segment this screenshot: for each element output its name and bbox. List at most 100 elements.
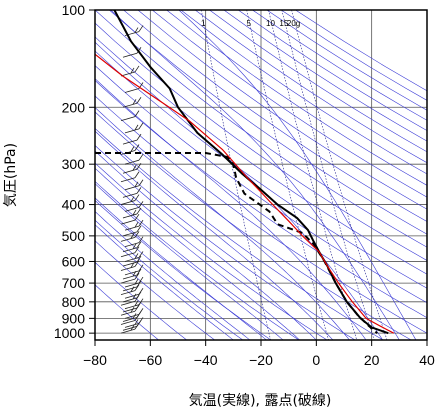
- wind-barb-feather: [132, 313, 137, 319]
- wind-barb-feather: [134, 194, 140, 201]
- wind-barb-feather: [136, 97, 142, 104]
- mixing-ratio-label: 1: [201, 19, 206, 28]
- wind-barb-staff: [124, 304, 140, 310]
- dry-adiabat-line: [95, 10, 427, 248]
- moist-adiabat-line: [95, 107, 350, 340]
- wind-barb-feather: [130, 146, 135, 152]
- wind-barb-feather: [132, 270, 137, 277]
- wind-barb-staff: [120, 320, 136, 325]
- dry-adiabat-line: [109, 10, 427, 235]
- moist-adiabat-line: [95, 211, 251, 340]
- y-tick-label: 100: [62, 2, 86, 18]
- wind-barb-staff: [122, 231, 138, 237]
- y-tick-label: 400: [62, 197, 86, 213]
- wind-barb-staff: [124, 293, 140, 299]
- wind-barb-feather: [138, 251, 144, 258]
- wind-barb-feather: [136, 163, 142, 170]
- wind-barb-feather: [134, 110, 140, 117]
- wind-barb-feather: [138, 236, 144, 243]
- x-tick-label: −40: [194, 352, 218, 368]
- x-tick-label: −60: [138, 352, 162, 368]
- moist-adiabat-line: [95, 130, 334, 340]
- wind-barb-staff: [122, 168, 138, 174]
- wind-barb-feather: [134, 284, 140, 291]
- wind-barb-feather: [132, 165, 137, 171]
- dry-adiabat-line: [137, 10, 427, 210]
- x-axis-ticks: −80 −60 −40 −20 0 20 40: [83, 340, 435, 368]
- wind-barb-feather: [132, 99, 137, 105]
- wind-barb-feather: [134, 253, 139, 259]
- wind-barb-staff: [120, 328, 136, 334]
- wind-barb-staff: [122, 247, 138, 253]
- wind-barb-staff: [120, 200, 136, 205]
- wind-barb-feather: [136, 268, 142, 276]
- wind-barb-feather: [134, 171, 140, 178]
- wind-barb-feather: [136, 133, 142, 141]
- dry-adiabat-line: [95, 50, 427, 289]
- y-tick-label: 1000: [54, 325, 85, 341]
- wind-barb-feather: [132, 209, 137, 216]
- wind-barb-staff: [120, 252, 136, 258]
- wind-barb-feather: [134, 295, 140, 302]
- wind-barb-feather: [130, 67, 135, 74]
- wind-barb-staff: [122, 297, 138, 303]
- dry-adiabat-line: [95, 95, 427, 334]
- wind-barb-feather: [134, 221, 139, 228]
- wind-barb-feather: [130, 233, 135, 239]
- adiabat-lines: [95, 10, 427, 340]
- wind-barb-feather: [136, 207, 142, 215]
- moist-adiabat-line: [110, 10, 400, 340]
- moist-adiabat-line: [95, 197, 267, 340]
- wind-barb-staff: [124, 185, 140, 191]
- wind-barb-staff: [122, 274, 138, 280]
- wind-barb-staff: [124, 257, 140, 262]
- wind-barb-feather: [134, 124, 139, 131]
- wind-barb-feather: [130, 286, 135, 292]
- wind-barb-feather: [134, 27, 139, 33]
- wind-barb-staff: [122, 102, 138, 108]
- dry-adiabat-line: [123, 10, 427, 222]
- mixing-ratio-label: 10: [266, 19, 275, 28]
- x-tick-label: 20: [364, 352, 380, 368]
- dry-adiabat-line: [95, 261, 187, 340]
- moist-adiabat-line: [95, 167, 300, 340]
- wind-barb-feather: [134, 272, 140, 280]
- dry-adiabat-line: [95, 240, 215, 340]
- moist-adiabat-line: [95, 183, 284, 340]
- wind-barb-staff: [122, 213, 138, 219]
- wind-barb-staff: [124, 242, 140, 248]
- wind-barb-feather: [134, 144, 140, 151]
- dry-adiabat-line: [95, 200, 271, 340]
- wind-barb-staff: [120, 177, 136, 183]
- wind-barb-staff: [122, 325, 138, 331]
- x-tick-label: −20: [249, 352, 273, 368]
- wind-barb-staff: [122, 261, 138, 267]
- mixing-ratio-line: [291, 10, 388, 340]
- wind-barb-feather: [134, 304, 140, 312]
- wind-barb-feather: [130, 262, 135, 268]
- wind-barb-feather: [136, 280, 142, 288]
- wind-barb-staff: [124, 282, 140, 288]
- dry-adiabat-line: [95, 180, 300, 340]
- wind-barb-staff: [124, 128, 140, 134]
- mixing-ratio-label: 15: [279, 19, 288, 28]
- mixing-ratio-label: 5: [246, 19, 251, 28]
- wind-barb-feather: [134, 322, 140, 330]
- wind-barb-feather: [138, 264, 144, 272]
- wind-barb-feather: [136, 187, 142, 194]
- wind-barb-staff: [122, 317, 138, 322]
- wind-barb-feather: [136, 225, 142, 233]
- wind-barb-staff: [120, 300, 136, 306]
- mixing-ratio-line: [246, 10, 329, 340]
- x-tick-label: 0: [312, 352, 320, 368]
- wind-barb-staff: [124, 313, 140, 319]
- dry-adiabat-line: [95, 145, 356, 340]
- y-tick-label: 200: [62, 99, 86, 115]
- wind-barb-feather: [130, 196, 135, 202]
- wind-barb-feather: [134, 181, 139, 187]
- wind-barb-feather: [134, 65, 140, 73]
- dry-adiabat-line: [95, 284, 159, 340]
